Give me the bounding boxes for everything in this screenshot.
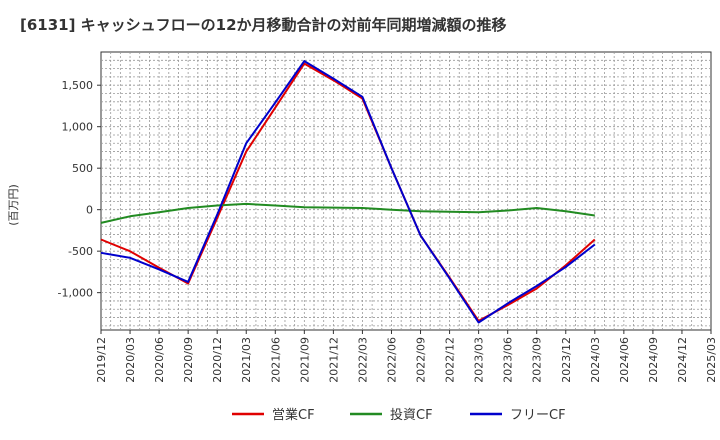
y-tick-label: -1,000	[58, 287, 93, 300]
y-tick-label: 0	[86, 204, 93, 217]
legend-label-2: 投資CF	[390, 407, 433, 423]
series-line-2	[100, 202, 595, 224]
series-line-3	[100, 60, 596, 324]
x-tick-label: 2024/03	[589, 337, 602, 383]
x-tick-label: 2024/06	[618, 337, 631, 383]
x-tick-label: 2023/03	[473, 337, 486, 383]
y-tick-label: 500	[72, 162, 93, 175]
grid-lines	[101, 52, 711, 330]
y-tick-label: -500	[68, 245, 93, 258]
plot-frame	[100, 51, 712, 331]
legend-label-3: フリーCF	[510, 408, 566, 423]
y-tick-label: 1,500	[62, 79, 94, 92]
x-tick-label: 2024/09	[647, 337, 660, 383]
y-tick-labels: -1,000 -500 0 500 1,000 1,500	[58, 79, 101, 300]
y-axis-label: (百万円)	[7, 184, 20, 226]
x-tick-label: 2022/12	[444, 337, 457, 383]
x-tick-label: 2020/03	[124, 337, 137, 383]
x-tick-label: 2020/09	[182, 337, 195, 383]
legend: 営業CF 投資CF フリーCF	[232, 407, 566, 423]
x-tick-label: 2025/03	[705, 337, 718, 383]
x-tick-label: 2023/06	[502, 337, 515, 383]
legend-label-1: 営業CF	[272, 407, 315, 423]
series-line-1	[100, 62, 596, 322]
x-tick-label: 2023/12	[560, 337, 573, 383]
x-tick-label: 2024/12	[676, 337, 689, 383]
x-tick-label: 2023/09	[531, 337, 544, 383]
series-lines	[100, 60, 596, 324]
x-tick-label: 2020/12	[211, 337, 224, 383]
x-tick-label: 2021/06	[269, 337, 282, 383]
x-tick-label: 2019/12	[95, 337, 108, 383]
x-tick-label: 2021/09	[298, 337, 311, 383]
x-tick-label: 2021/12	[327, 337, 340, 383]
y-tick-label: 1,000	[62, 121, 94, 134]
x-tick-label: 2022/03	[356, 337, 369, 383]
chart-title: [6131] キャッシュフローの12か月移動合計の対前年同期増減額の推移	[20, 16, 507, 34]
x-tick-label: 2022/06	[385, 337, 398, 383]
x-tick-label: 2021/03	[240, 337, 253, 383]
x-tick-label: 2020/06	[153, 337, 166, 383]
x-tick-label: 2022/09	[415, 337, 428, 383]
x-tick-labels: 2019/12 2020/03 2020/06 2020/09 2020/12 2021/…	[95, 330, 718, 383]
